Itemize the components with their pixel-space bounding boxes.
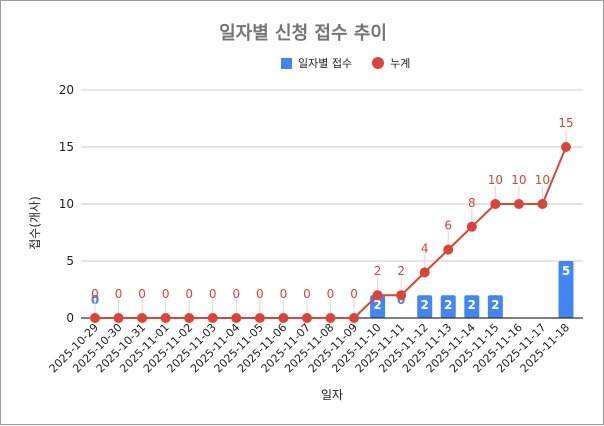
- bar-value-label: 2: [373, 298, 381, 312]
- bar-2025-11-14: [464, 295, 480, 318]
- line-point-2025-10-31: [137, 313, 148, 323]
- line-point-2025-11-01: [160, 313, 171, 323]
- line-value-label: 0: [350, 287, 358, 301]
- y-tick-label: 5: [66, 254, 74, 268]
- line-point-2025-11-16: [513, 199, 524, 209]
- line-point-2025-11-06: [278, 313, 289, 323]
- x-axis-title: 일자: [321, 388, 343, 402]
- line-value-label: 15: [558, 116, 573, 130]
- bar-2025-11-18: [558, 261, 574, 318]
- line-value-label: 0: [91, 287, 99, 301]
- line-value-label: 0: [115, 287, 123, 301]
- line-point-2025-10-29: [90, 313, 100, 323]
- legend-bar-label: 일자별 접수: [298, 57, 353, 70]
- line-value-label: 0: [280, 287, 288, 301]
- line-value-label: 0: [162, 287, 170, 301]
- bar-2025-11-13: [440, 295, 456, 318]
- y-tick-label: 0: [66, 311, 74, 325]
- line-value-label: 0: [303, 287, 311, 301]
- line-point-2025-11-09: [349, 313, 360, 323]
- bar-value-label: 2: [468, 298, 476, 312]
- line-point-2025-11-13: [443, 244, 454, 255]
- bar-2025-11-10: [370, 295, 386, 318]
- legend-line-dot-icon: [372, 57, 385, 69]
- bar-2025-11-15: [487, 295, 503, 318]
- line-point-2025-11-11: [396, 290, 407, 301]
- bar-2025-11-12: [417, 295, 433, 318]
- line-value-label: 8: [468, 196, 476, 210]
- line-value-label: 0: [138, 287, 146, 301]
- line-point-2025-11-03: [207, 313, 218, 323]
- bar-value-label: 2: [444, 298, 452, 312]
- legend: 일자별 접수 누계: [281, 55, 410, 71]
- line-point-2025-11-05: [254, 313, 265, 323]
- line-value-label: 10: [511, 173, 526, 187]
- line-point-2025-11-07: [301, 313, 312, 323]
- line-value-label: 2: [374, 264, 382, 278]
- line-point-2025-10-30: [113, 313, 124, 323]
- line-point-2025-11-18: [561, 142, 571, 152]
- y-tick-label: 10: [59, 197, 74, 211]
- chart-title: 일자별 신청 접수 추이: [219, 23, 387, 44]
- y-tick-label: 20: [59, 83, 74, 97]
- y-tick-label: 15: [59, 140, 74, 154]
- line-value-label: 0: [209, 287, 217, 301]
- line-value-label: 6: [444, 219, 452, 233]
- line-point-2025-11-08: [325, 313, 336, 323]
- legend-line-label: 누계: [390, 57, 411, 70]
- line-point-2025-11-14: [466, 221, 477, 232]
- line-value-label: 4: [421, 241, 429, 255]
- line-point-2025-11-12: [419, 267, 430, 278]
- y-axis-title: 접수(개사): [28, 196, 42, 250]
- line-point-2025-11-04: [231, 313, 242, 323]
- line-point-2025-11-10: [372, 290, 383, 301]
- bar-value-label: 2: [421, 298, 429, 312]
- line-value-label: 10: [535, 173, 550, 187]
- line-point-2025-11-17: [537, 199, 548, 209]
- bar-value-label: 5: [562, 264, 570, 278]
- line-value-label: 0: [232, 287, 240, 301]
- line-value-label: 0: [327, 287, 335, 301]
- line-value-label: 0: [185, 287, 193, 301]
- line-point-2025-11-02: [184, 313, 195, 323]
- legend-bar-swatch-icon: [281, 57, 292, 69]
- line-point-2025-11-15: [490, 199, 501, 209]
- line-value-label: 10: [488, 173, 503, 187]
- bar-value-label: 2: [491, 298, 499, 312]
- line-value-label: 0: [256, 287, 264, 301]
- line-value-label: 2: [397, 264, 405, 278]
